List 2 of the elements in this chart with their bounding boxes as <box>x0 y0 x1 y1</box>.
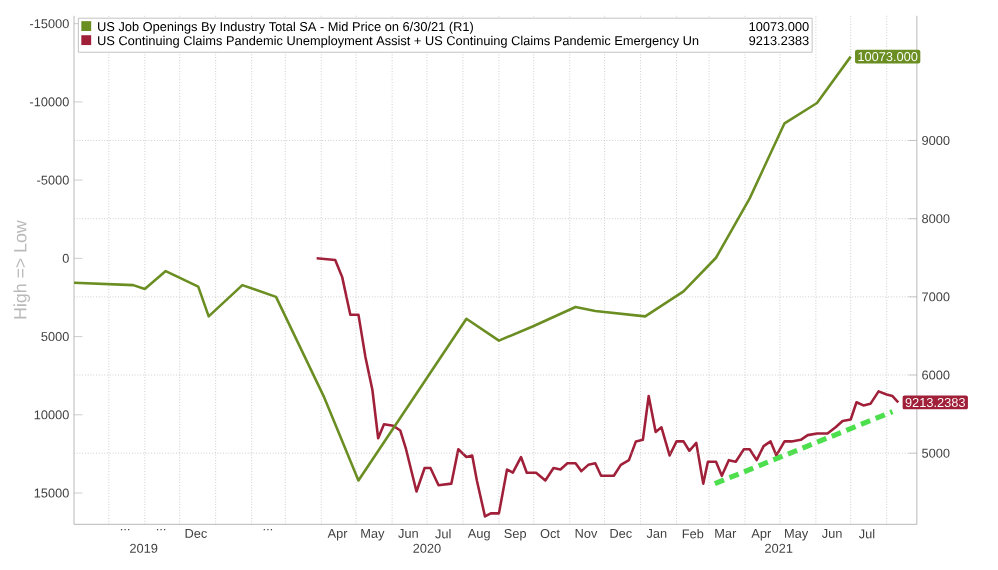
y-axis-title: High => Low <box>13 220 31 319</box>
line-series <box>315 257 900 518</box>
